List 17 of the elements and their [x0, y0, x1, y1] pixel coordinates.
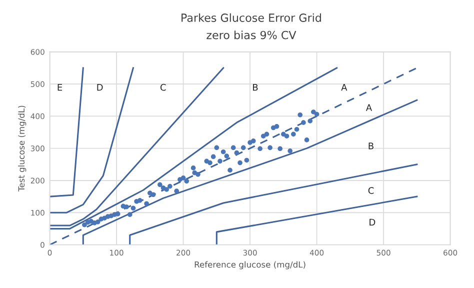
x-axis-title: Reference glucose (mg/dL)	[194, 261, 306, 270]
annotation: C	[160, 84, 166, 91]
annotation: D	[97, 84, 103, 91]
annotation: A	[341, 84, 348, 91]
annotation: A	[366, 104, 372, 111]
annotation: B	[368, 142, 374, 150]
line-series	[50, 67, 134, 214]
line-series	[82, 99, 418, 245]
annotation: C	[368, 187, 374, 194]
annotation: D	[370, 218, 376, 226]
chart-subtitle: zero bias 9% CV	[206, 30, 296, 40]
line-series	[129, 164, 418, 245]
line-series	[50, 67, 338, 230]
y-axis-title: Test glucose (mg/dL)	[18, 106, 26, 192]
chart-title: Parkes Glucose Error Grid	[182, 13, 321, 22]
annotation: B	[253, 84, 258, 91]
annotation: E	[58, 84, 62, 91]
